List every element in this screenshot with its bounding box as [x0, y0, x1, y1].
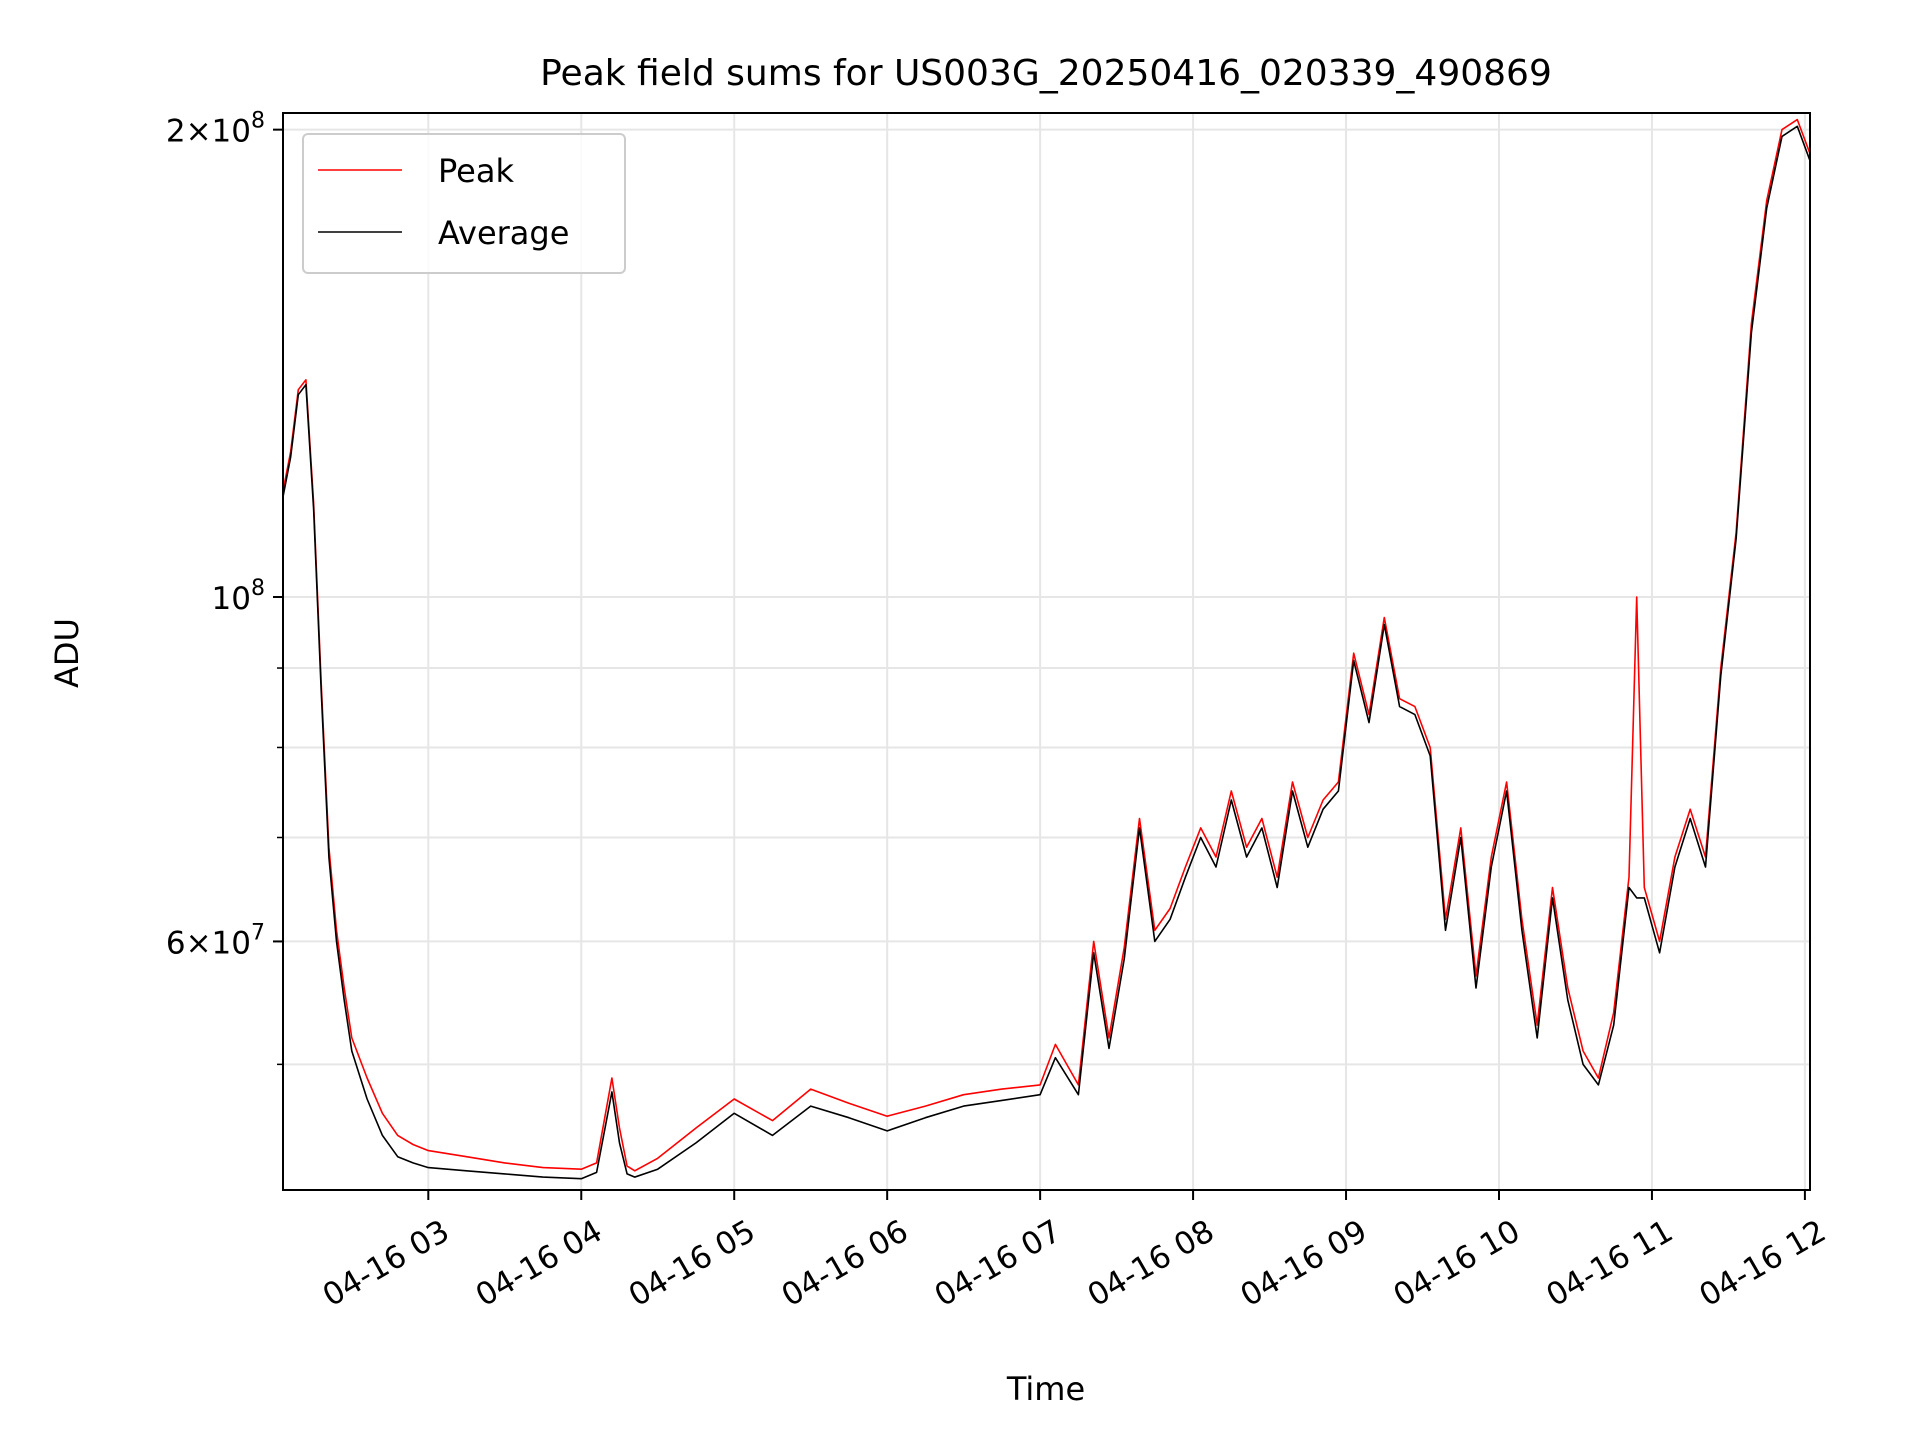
legend: Peak Average — [302, 133, 626, 274]
chart-title: Peak field sums for US003G_20250416_0203… — [540, 53, 1552, 94]
y-tick-label: 6×107 — [166, 920, 265, 961]
y-axis-label: ADU — [48, 618, 86, 688]
grid-lines — [283, 113, 1810, 1190]
series-lines — [283, 118, 1810, 1180]
x-axis-label: Time — [1006, 1370, 1085, 1408]
series-line-average — [283, 125, 1810, 1180]
y-tick-label: 2×108 — [166, 109, 265, 150]
y-tick-label: 108 — [212, 576, 265, 617]
legend-label-average: Average — [438, 214, 569, 252]
y-axis-ticks: 6×107 108 2×108 — [166, 109, 283, 1066]
legend-label-peak: Peak — [438, 152, 514, 190]
legend-box — [302, 133, 626, 274]
plot-frame — [282, 112, 1811, 1191]
series-line-peak — [283, 118, 1810, 1172]
